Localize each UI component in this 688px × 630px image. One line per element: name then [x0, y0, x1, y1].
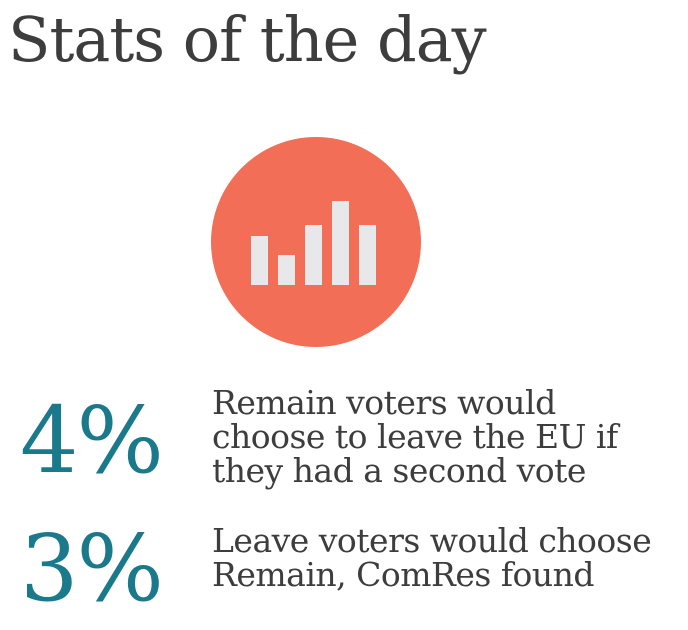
emblem-bar [359, 225, 376, 285]
emblem-bar [332, 201, 349, 285]
stat-value: 3% [20, 515, 164, 622]
bar-chart-icon [211, 137, 421, 347]
stat-description: Leave voters would choose Remain, ComRes… [212, 521, 652, 594]
stat-description: Remain voters would choose to leave the … [212, 383, 618, 490]
emblem-bar [278, 255, 295, 285]
stat-value: 4% [20, 387, 164, 494]
emblem-bar [251, 236, 268, 285]
emblem-bar [305, 225, 322, 285]
page-title: Stats of the day [8, 3, 487, 76]
